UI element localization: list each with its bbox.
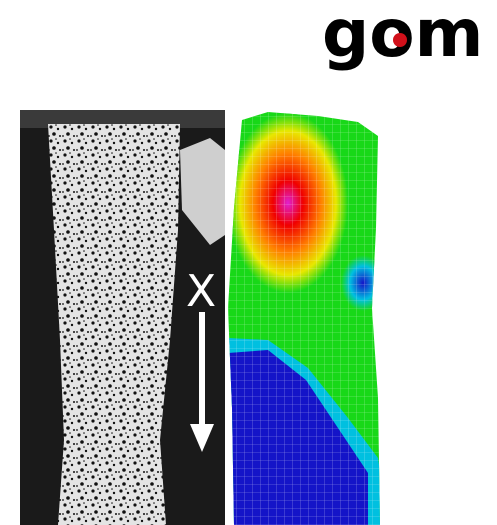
- specimen-surface: [48, 124, 180, 525]
- photo-top-shadow: [20, 110, 225, 128]
- strain-map: [228, 108, 388, 525]
- gom-logo-icon: gom: [322, 6, 483, 72]
- arrow-down-icon: [188, 312, 216, 452]
- grip-fixture: [180, 138, 225, 245]
- logo-red-dot: [393, 33, 407, 47]
- specimen-photo: [20, 110, 225, 525]
- gom-logo: gom: [318, 6, 494, 88]
- axis-label-x: X: [186, 266, 217, 317]
